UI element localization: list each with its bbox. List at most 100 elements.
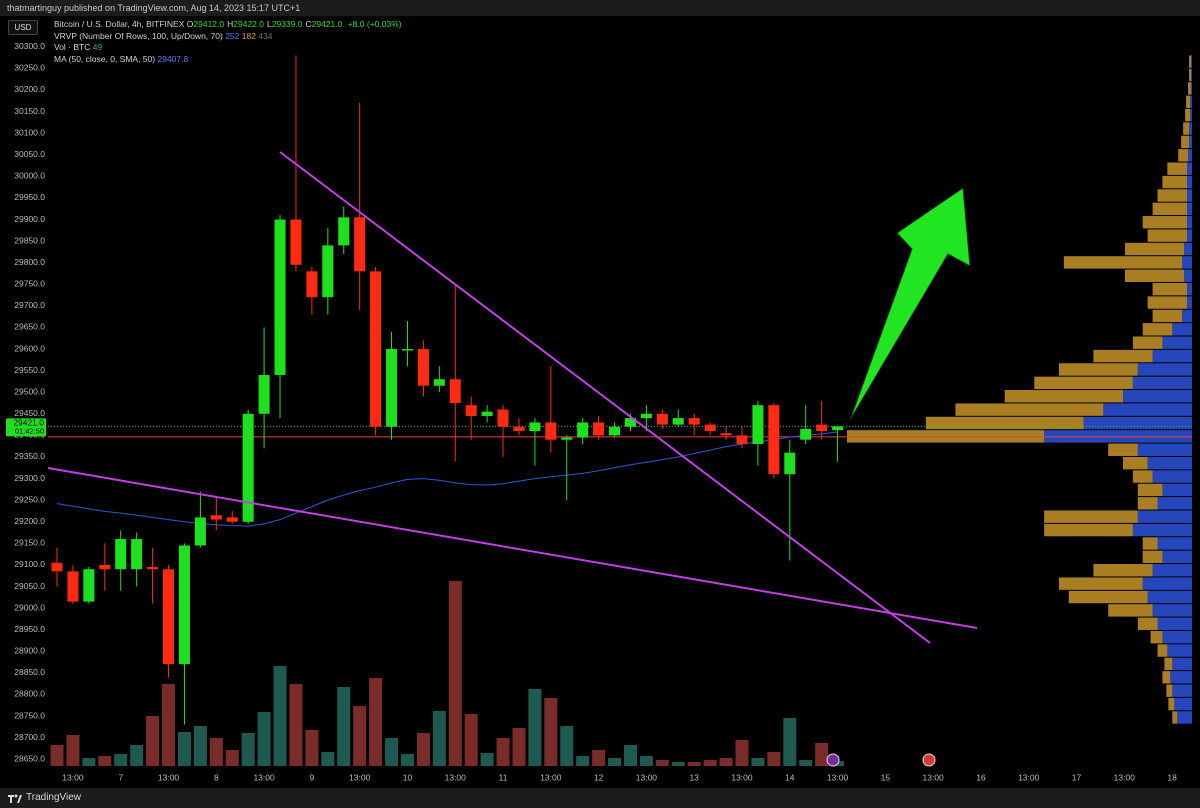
x-tick-label: 17 <box>1072 772 1082 782</box>
profile-down <box>1152 282 1188 296</box>
profile-down <box>1108 443 1138 456</box>
volume-bar <box>735 740 749 766</box>
volume-name: Vol · BTC <box>54 42 91 52</box>
profile-up <box>1187 296 1192 309</box>
profile-layer <box>48 55 1192 724</box>
candle-body <box>401 349 413 351</box>
candle-body <box>720 433 732 436</box>
volume-layer <box>50 581 845 766</box>
vrvp-up: 252 <box>225 30 240 41</box>
chart: 28650.0 28700.0 28750.0 28800.0 28850.0 28900… <box>6 41 1192 782</box>
volume-bar <box>528 689 542 766</box>
ma-value: 29407.8 <box>157 53 189 64</box>
top-bar: thatmartinguy published on TradingView.c… <box>0 0 1200 16</box>
volume-bar <box>464 714 478 766</box>
candle-body <box>226 517 238 522</box>
profile-up <box>1189 122 1192 135</box>
event-icon[interactable] <box>922 753 936 767</box>
profile-up <box>1103 403 1192 416</box>
profile-up <box>1187 162 1192 175</box>
event-icon[interactable] <box>826 753 840 767</box>
x-tick-label: 16 <box>976 772 986 782</box>
candle-body <box>736 435 748 445</box>
candle-body <box>481 411 493 416</box>
ohlc-value: 29421.0 <box>311 19 343 29</box>
y-tick-label: 29750.0 <box>14 279 45 289</box>
y-tick-label: 29050.0 <box>14 581 45 591</box>
volume-bar <box>416 733 430 766</box>
candle-body <box>274 219 286 375</box>
arrow <box>849 187 971 421</box>
volume-bar <box>50 745 64 766</box>
candle-body <box>322 245 334 298</box>
profile-up <box>1174 697 1192 711</box>
y-tick-label: 30200.0 <box>14 84 45 94</box>
profile-down <box>925 416 1084 430</box>
profile-down <box>1108 604 1153 617</box>
candle-body <box>513 426 525 432</box>
profile-up <box>1191 68 1192 82</box>
profile-down <box>1044 523 1133 537</box>
candle-body <box>704 424 716 432</box>
profile-up <box>1152 564 1192 577</box>
y-tick-label: 30300.0 <box>14 41 45 51</box>
profile-up <box>1177 711 1192 724</box>
candle-body <box>593 422 605 436</box>
x-tick-label: 13:00 <box>731 772 753 782</box>
profile-up <box>1142 577 1192 590</box>
y-tick-label: 30150.0 <box>14 106 45 116</box>
x-tick-label: 14 <box>785 772 795 782</box>
candle-body <box>163 569 175 665</box>
y-tick-label: 29650.0 <box>14 322 45 332</box>
volume-bar <box>225 750 239 766</box>
profile-down <box>1132 336 1163 349</box>
x-tick-label: 13:00 <box>636 772 658 782</box>
volume-bar <box>241 733 255 766</box>
y-tick-label: 28750.0 <box>14 710 45 720</box>
volume-bar <box>321 752 335 766</box>
y-tick-label: 29700.0 <box>14 300 45 310</box>
profile-up <box>1191 82 1192 95</box>
profile-down <box>1142 537 1158 550</box>
profile-down <box>1168 697 1175 711</box>
ohlc-key: C <box>305 19 312 29</box>
ohlc-key: H <box>227 19 234 29</box>
x-tick-label: 8 <box>214 772 219 782</box>
candle-body <box>609 426 621 436</box>
profile-up <box>1162 550 1192 564</box>
vrvp-total: 434 <box>258 30 273 41</box>
legend-vrvp-row: VRVP (Number Of Rows, 100, Up/Down, 70) … <box>54 31 402 43</box>
ohlc-key: L <box>267 19 272 29</box>
profile-up <box>1172 323 1192 336</box>
currency-button[interactable]: USD <box>8 20 38 35</box>
footer: TradingView <box>0 788 1200 808</box>
candle-body <box>465 405 477 416</box>
profile-up <box>1191 55 1192 68</box>
ohlc-key: O <box>186 19 194 29</box>
y-tick-label: 29350.0 <box>14 451 45 461</box>
volume-bar <box>337 687 351 766</box>
candle-body <box>99 564 111 570</box>
y-tick-label: 28800.0 <box>14 689 45 699</box>
profile-up <box>1184 242 1192 256</box>
volume-bar <box>177 732 191 766</box>
volume-bar <box>193 726 207 766</box>
profile-up <box>1152 470 1192 483</box>
profile-down <box>1178 149 1189 162</box>
profile-up <box>1147 590 1192 604</box>
y-tick-label: 29850.0 <box>14 235 45 245</box>
volume-bar <box>512 728 526 766</box>
y-tick-label: 29900.0 <box>14 214 45 224</box>
profile-up <box>1190 95 1192 108</box>
candle-body <box>816 424 828 432</box>
volume-bar <box>719 758 733 766</box>
volume-bar <box>162 684 176 766</box>
profile-up <box>1187 229 1192 242</box>
volume-bar <box>608 758 622 766</box>
volume-bar <box>592 750 606 766</box>
profile-down <box>1189 55 1192 68</box>
profile-down <box>1162 671 1171 684</box>
y-tick-label: 29800.0 <box>14 257 45 267</box>
candle-body <box>354 217 366 272</box>
